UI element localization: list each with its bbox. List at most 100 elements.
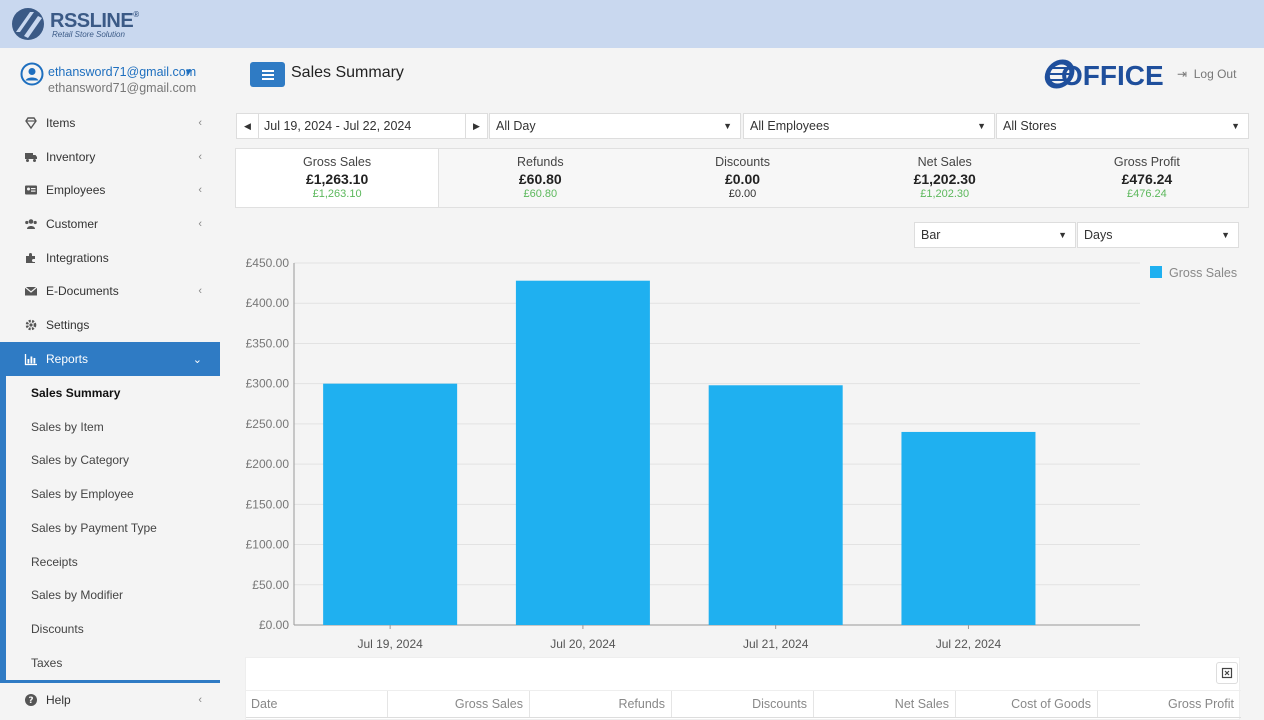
date-range-picker[interactable]: ◀ Jul 19, 2024 - Jul 22, 2024 ▶ <box>236 113 488 139</box>
question-circle-icon: ? <box>24 693 38 707</box>
export-button[interactable] <box>1216 662 1238 684</box>
store-select-value: All Stores <box>1003 119 1057 133</box>
sidebar-item-e-documents[interactable]: E-Documents ‹ <box>0 274 220 308</box>
submenu-item-sales-by-category[interactable]: Sales by Category <box>31 453 130 468</box>
y-tick-label: £100.00 <box>246 538 290 552</box>
sidebar-item-help[interactable]: ? Help ‹ <box>0 683 220 717</box>
logout-link[interactable]: ⇥ Log Out <box>1177 67 1236 81</box>
store-select[interactable]: All Stores ▼ <box>996 113 1249 139</box>
summary-card-discounts[interactable]: Discounts £0.00 £0.00 <box>641 149 843 207</box>
submenu-item-taxes[interactable]: Taxes <box>31 656 63 671</box>
svg-text:?: ? <box>28 696 33 706</box>
prev-date-button[interactable]: ◀ <box>237 114 259 138</box>
sidebar-item-employees[interactable]: Employees ‹ <box>0 173 220 207</box>
sidebar-item-label: Inventory <box>46 149 96 164</box>
chart-type-value: Bar <box>921 228 941 242</box>
summary-card-gross-profit[interactable]: Gross Profit £476.24 £476.24 <box>1046 149 1248 207</box>
card-value: £1,263.10 <box>305 171 369 187</box>
submenu-item-sales-by-employee[interactable]: Sales by Employee <box>31 487 134 502</box>
brand-tagline: Retail Store Solution <box>52 30 125 39</box>
y-tick-label: £200.00 <box>246 457 290 471</box>
office-logo-text: OFFICE <box>1061 60 1164 90</box>
sales-table: Date Gross Sales Refunds Discounts Net S… <box>245 657 1241 720</box>
x-tick-label: Jul 21, 2024 <box>743 637 809 651</box>
caret-down-icon[interactable]: ▼ <box>184 67 193 77</box>
card-sub-value: £1,263.10 <box>312 188 362 200</box>
user-menu[interactable]: ethansword71@gmail.com ▼ ethansword71@gm… <box>20 62 220 96</box>
summary-card-gross-sales[interactable]: Gross Sales £1,263.10 £1,263.10 <box>236 149 440 207</box>
column-header-gross-sales[interactable]: Gross Sales <box>388 691 530 717</box>
sidebar-item-integrations[interactable]: Integrations <box>0 241 220 275</box>
column-header-gross-profit[interactable]: Gross Profit <box>1168 697 1234 711</box>
y-tick-label: £50.00 <box>252 578 289 592</box>
users-icon <box>24 217 38 231</box>
card-value: £0.00 <box>724 171 761 187</box>
x-tick-label: Jul 19, 2024 <box>357 637 423 651</box>
y-tick-label: £150.00 <box>246 497 290 511</box>
chart-bar <box>515 280 650 625</box>
time-select[interactable]: All Day ▼ <box>489 113 741 139</box>
sidebar-item-label: Settings <box>46 317 90 332</box>
submenu-item-sales-by-item[interactable]: Sales by Item <box>31 419 104 434</box>
dropdown-arrow-icon: ▼ <box>1231 121 1240 131</box>
sidebar-item-inventory[interactable]: Inventory ‹ <box>0 140 220 174</box>
y-tick-label: £450.00 <box>246 256 290 270</box>
chart-bar <box>323 383 458 625</box>
caret-left-icon: ◀ <box>244 120 251 131</box>
period-value: Days <box>1084 228 1113 242</box>
sidebar-item-label: Employees <box>46 183 106 198</box>
rssline-logo[interactable]: RSSLINE® Retail Store Solution <box>10 6 140 42</box>
sidebar-item-label: Reports <box>46 351 89 366</box>
summary-card-net-sales[interactable]: Net Sales £1,202.30 £1,202.30 <box>844 149 1046 207</box>
card-sub-value: £0.00 <box>728 188 757 200</box>
sidebar-item-label: Customer <box>46 216 99 231</box>
sidebar: ethansword71@gmail.com ▼ ethansword71@gm… <box>0 48 220 720</box>
sales-chart: £0.00 £50.00 £100.00 £150.00 £200.00 £250.00 £… <box>236 252 1246 657</box>
chevron-left-icon: ‹ <box>198 184 202 197</box>
card-label: Discounts <box>715 155 770 169</box>
envelope-icon <box>24 284 38 298</box>
page-title: Sales Summary <box>291 64 404 81</box>
bar-chart-icon <box>24 352 38 366</box>
office-logo: OFFICE <box>1044 59 1164 90</box>
puzzle-icon <box>24 251 38 265</box>
submenu-item-sales-by-modifier[interactable]: Sales by Modifier <box>31 588 124 603</box>
submenu-item-discounts[interactable]: Discounts <box>31 622 84 637</box>
legend-swatch <box>1150 266 1162 278</box>
sidebar-item-customer[interactable]: Customer ‹ <box>0 207 220 241</box>
column-header-cost-of-goods[interactable]: Cost of Goods <box>956 691 1098 717</box>
next-date-button[interactable]: ▶ <box>465 114 487 138</box>
date-range-value[interactable]: Jul 19, 2024 - Jul 22, 2024 <box>264 119 412 133</box>
export-icon <box>1221 667 1233 679</box>
submenu-item-sales-by-payment-type[interactable]: Sales by Payment Type <box>31 520 157 535</box>
employee-select-value: All Employees <box>750 119 830 133</box>
column-header-discounts[interactable]: Discounts <box>672 691 814 717</box>
submenu-item-sales-summary[interactable]: Sales Summary <box>31 385 121 400</box>
sidebar-item-settings[interactable]: Settings <box>0 308 220 342</box>
column-header-refunds[interactable]: Refunds <box>530 691 672 717</box>
id-card-icon <box>24 183 38 197</box>
period-select[interactable]: Days ▼ <box>1077 222 1239 248</box>
sidebar-item-label: E-Documents <box>46 284 119 299</box>
dropdown-arrow-icon: ▼ <box>977 121 986 131</box>
user-email[interactable]: ethansword71@gmail.com <box>48 65 197 79</box>
sales-bar-chart: £0.00 £50.00 £100.00 £150.00 £200.00 £250.00 £… <box>246 256 1237 651</box>
sidebar-item-items[interactable]: Items ‹ <box>0 106 220 140</box>
legend-label: Gross Sales <box>1169 266 1237 280</box>
chart-bar <box>708 385 843 625</box>
menu-toggle-button[interactable] <box>250 62 285 87</box>
submenu-item-receipts[interactable]: Receipts <box>31 554 78 569</box>
y-tick-label: £400.00 <box>246 296 290 310</box>
table-header: Date Gross Sales Refunds Discounts Net S… <box>246 690 1241 718</box>
chart-type-select[interactable]: Bar ▼ <box>914 222 1076 248</box>
column-header-date[interactable]: Date <box>246 691 388 717</box>
user-avatar-icon <box>20 62 44 86</box>
employee-select[interactable]: All Employees ▼ <box>743 113 995 139</box>
card-value: £60.80 <box>518 171 562 187</box>
chart-bar <box>901 431 1036 625</box>
column-header-net-sales[interactable]: Net Sales <box>814 691 956 717</box>
sidebar-item-reports[interactable]: Reports ⌄ <box>0 341 220 376</box>
summary-card-refunds[interactable]: Refunds £60.80 £60.80 <box>439 149 641 207</box>
dropdown-arrow-icon: ▼ <box>1058 230 1067 240</box>
card-value: £476.24 <box>1121 171 1173 187</box>
